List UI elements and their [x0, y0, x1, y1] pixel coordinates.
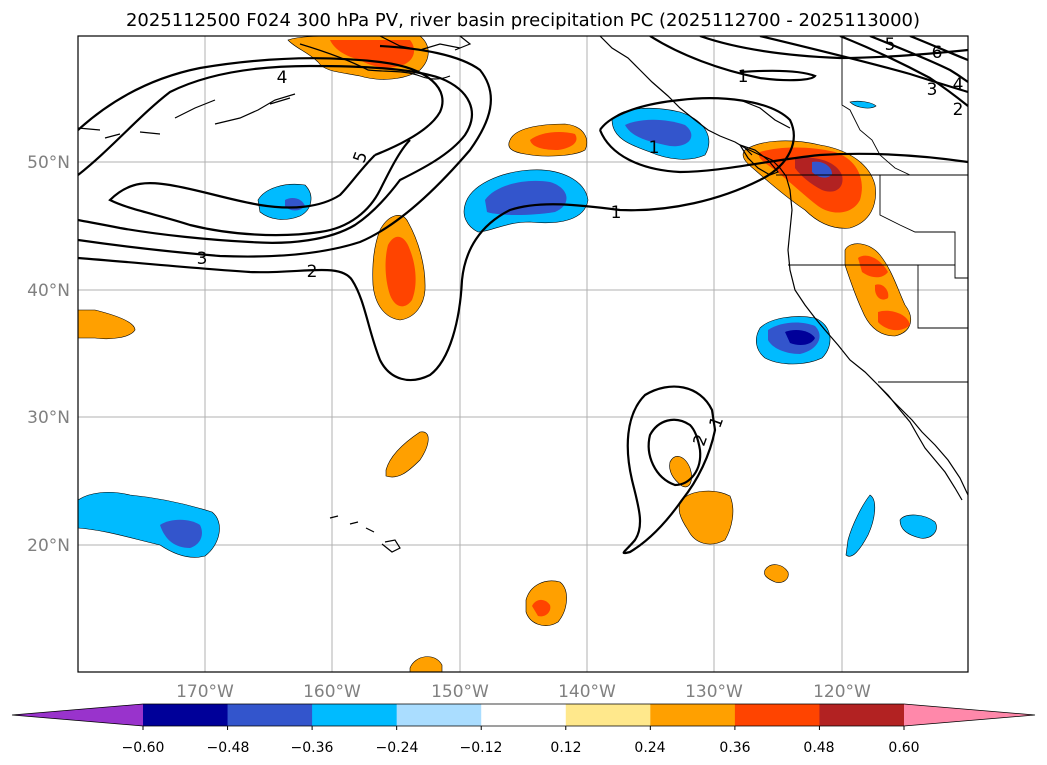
contour-label: 1: [738, 67, 749, 87]
contour-labels: 4 5 3 2 1 1 5 6 4 3 2 1 2 1: [197, 35, 964, 449]
precip-core-south1: [532, 599, 551, 617]
precip-neg-gulf-core: [485, 180, 567, 215]
colorbar-segments: [11, 703, 1036, 730]
colorbar-bin: [819, 704, 905, 726]
y-tick-label: 20°N: [27, 536, 70, 556]
colorbar-bin: [312, 704, 398, 726]
colorbar-bin: [650, 704, 736, 726]
contour-label: 2: [953, 100, 964, 120]
contour-label: 5: [885, 35, 896, 55]
precip-core-central: [385, 236, 416, 307]
contour-label: 4: [277, 68, 288, 88]
coast-aleutians: [78, 93, 296, 139]
pv-contour-1-top: [649, 36, 817, 82]
precip-blob-subtrop: [678, 490, 734, 545]
x-axis-ticks: 170°W 160°W 150°W 140°W 130°W 120°W: [176, 682, 871, 702]
colorbar-tick-label: 0.60: [888, 740, 919, 756]
y-tick-label: 30°N: [27, 408, 70, 428]
political-borders: [776, 36, 968, 383]
precip-blob-mid: [385, 431, 429, 478]
y-tick-label: 50°N: [27, 153, 70, 173]
colorbar-ticks: −0.60 −0.48 −0.36 −0.24 −0.12 0.12 0.24 …: [122, 740, 920, 756]
precip-neg-hawaii-west-core: [160, 519, 202, 548]
y-axis-ticks: 50°N 40°N 30°N 20°N: [27, 153, 70, 556]
coast-baja: [877, 384, 963, 501]
pv-contour-3: [78, 44, 492, 258]
contour-label: 1: [611, 203, 622, 223]
precip-core-gulf: [530, 132, 577, 150]
coastlines: [78, 36, 968, 553]
pv-contour-4-outer: [78, 64, 473, 244]
colorbar: −0.60 −0.48 −0.36 −0.24 −0.12 0.12 0.24 …: [11, 703, 1036, 756]
colorbar-extend-low: [12, 704, 143, 726]
colorbar-tick-label: −0.48: [207, 740, 250, 756]
colorbar-bin: [481, 704, 567, 726]
border-ca-nevada: [917, 265, 968, 329]
precip-purple-pnw: [812, 161, 832, 178]
x-tick-label: 170°W: [176, 682, 234, 702]
precip-neg-bc-small: [849, 100, 877, 109]
precip-blob-small2: [764, 564, 789, 583]
x-tick-label: 130°W: [685, 682, 743, 702]
colorbar-extend-high: [904, 704, 1035, 726]
coast-vancouver-island: [738, 143, 780, 176]
pv-contour-north3: [839, 36, 968, 107]
pv-contour-north1: [699, 36, 968, 60]
precip-neg-midpacific: [257, 183, 312, 220]
contour-label: 2: [307, 262, 318, 282]
coast-bc-panhandle: [599, 36, 791, 156]
colorbar-bin: [565, 704, 651, 726]
pv-contour-subtrop-1: [622, 385, 717, 555]
coast-hawaii: [329, 515, 401, 553]
precip-neg-california-navy: [785, 330, 815, 346]
colorbar-bin: [396, 704, 482, 726]
y-tick-label: 40°N: [27, 281, 70, 301]
colorbar-tick-label: 0.12: [550, 740, 581, 756]
colorbar-tick-label: −0.36: [291, 740, 334, 756]
precip-neg-baja2: [899, 514, 937, 539]
pv-contour-5: [108, 139, 411, 237]
coast-pacific-nw: [744, 147, 968, 496]
x-tick-label: 120°W: [813, 682, 871, 702]
pv-contour-north4: [869, 36, 968, 83]
precip-blob-small1: [669, 456, 692, 488]
precip-neg-baja1: [845, 494, 876, 557]
colorbar-tick-label: 0.48: [803, 740, 834, 756]
contour-label: 4: [953, 75, 964, 95]
x-tick-label: 140°W: [558, 682, 616, 702]
precip-core-sierra3: [878, 310, 910, 331]
contour-label: 6: [932, 43, 943, 63]
precip-core-sierra2: [875, 284, 889, 300]
precip-blob-south2: [409, 656, 443, 672]
pv-contour-subtrop-2: [647, 418, 702, 487]
colorbar-tick-label: 0.36: [719, 740, 750, 756]
colorbar-tick-label: −0.60: [122, 740, 165, 756]
colorbar-bin: [227, 704, 313, 726]
pv-contour-north5: [909, 36, 968, 62]
pv-contours: [78, 36, 968, 555]
contour-label: 3: [197, 249, 208, 269]
precip-neg-bc-core: [625, 119, 692, 147]
colorbar-bin: [143, 704, 229, 726]
colorbar-bin: [734, 704, 820, 726]
border-alaska-canada: [841, 36, 911, 176]
x-tick-label: 160°W: [303, 682, 361, 702]
border-idaho: [879, 175, 968, 279]
pv-contour-1: [598, 129, 968, 174]
pv-contour-2: [78, 97, 795, 382]
figure-title: 2025112500 F024 300 hPa PV, river basin …: [126, 10, 920, 31]
precip-negative-shading: [78, 100, 937, 558]
precip-core-sierra1: [858, 255, 888, 278]
map-frame: [77, 35, 969, 673]
contour-label: 3: [927, 80, 938, 100]
colorbar-tick-label: −0.24: [376, 740, 419, 756]
pv-contour-north2: [759, 36, 968, 94]
colorbar-tick-label: 0.24: [634, 740, 665, 756]
contour-label: 1: [649, 138, 660, 158]
x-tick-label: 150°W: [431, 682, 489, 702]
precip-blob-west: [78, 309, 136, 340]
colorbar-tick-label: −0.12: [460, 740, 503, 756]
pv-contour-4: [78, 57, 444, 157]
